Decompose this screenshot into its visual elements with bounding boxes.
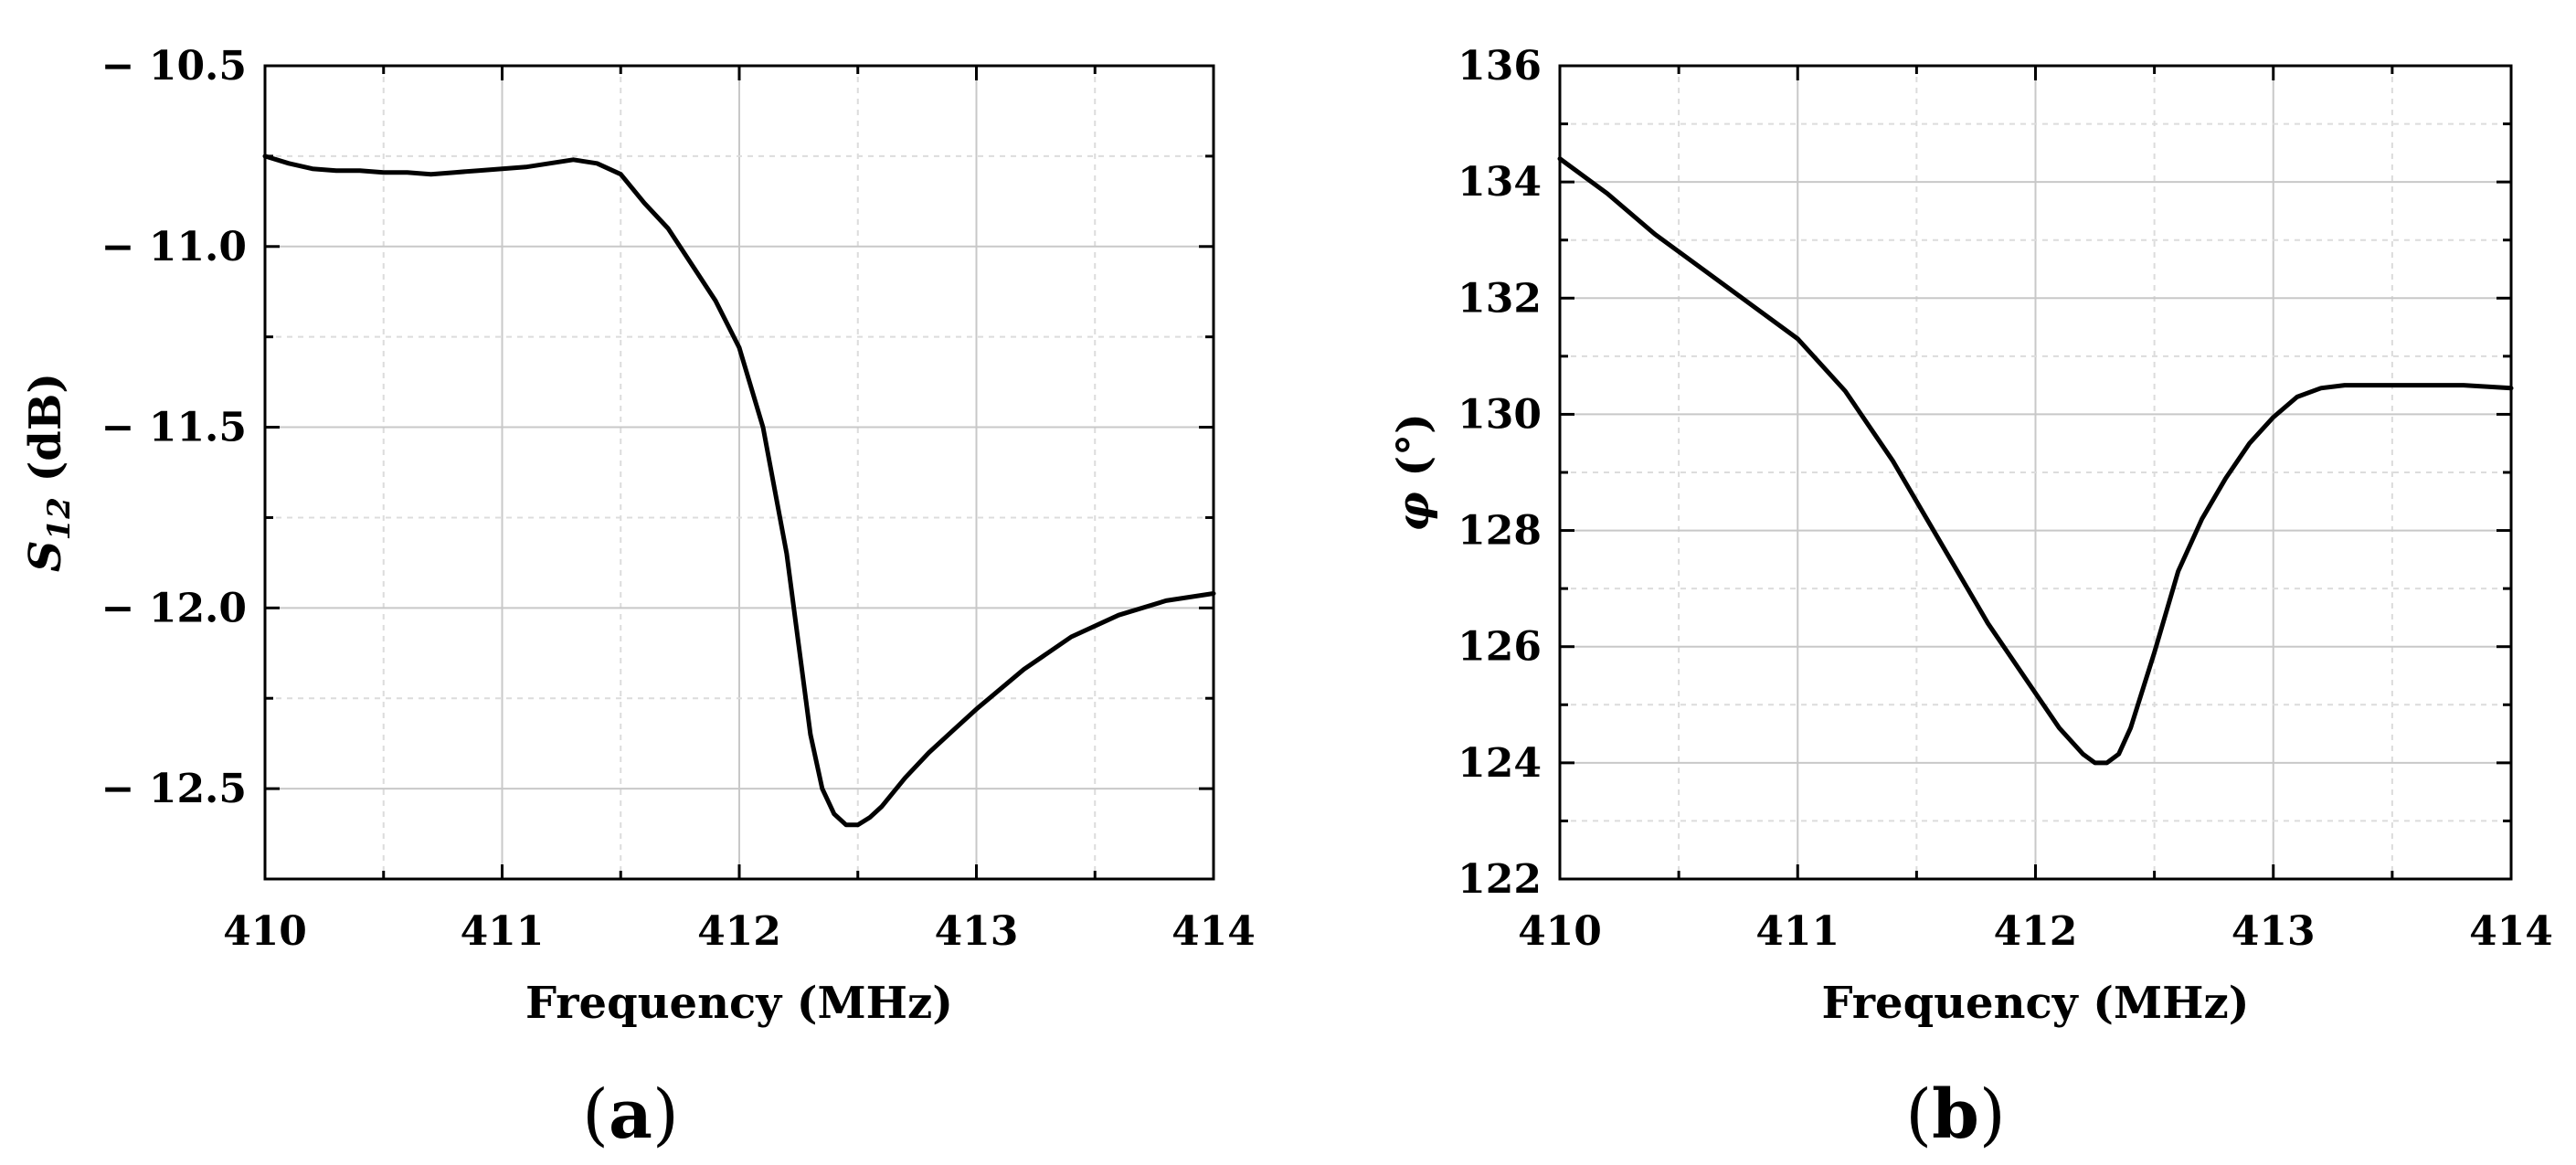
- y-axis-unit-b: (°): [1388, 413, 1439, 476]
- y-axis-subscript-a: 12: [41, 497, 78, 540]
- y-axis-title-a: S12 (dB): [20, 373, 78, 572]
- series-line-s12: [262, 154, 1216, 828]
- y-tick-label: − 12.0: [101, 585, 247, 631]
- y-tick-label: 134: [1458, 159, 1542, 206]
- panel-letter-a: a: [609, 1075, 652, 1154]
- panel-letter-b: b: [1932, 1075, 1979, 1154]
- x-tick-label: 414: [2469, 908, 2553, 955]
- y-tick-label: 122: [1458, 856, 1542, 903]
- grid-b: [1560, 66, 2511, 879]
- x-axis-title-b: Frequency (MHz): [1822, 978, 2250, 1029]
- plot-frame-b: [1558, 64, 2513, 881]
- tick-labels-b: 410 411 412 413 414 122 124 126 128 130 132 134 136: [1458, 43, 2553, 955]
- x-axis-title-a: Frequency (MHz): [525, 978, 953, 1029]
- grid-a: [265, 66, 1214, 879]
- y-tick-label: 128: [1458, 508, 1542, 555]
- panel-label-a: (a): [582, 1075, 679, 1154]
- y-axis-symbol-a: S: [20, 540, 71, 572]
- x-tick-label: 410: [223, 908, 307, 955]
- plot-frame-a: [263, 64, 1215, 881]
- x-tick-label: 413: [935, 908, 1019, 955]
- y-axis-unit-a: (dB): [20, 373, 71, 482]
- y-axis-symbol-b: φ: [1388, 492, 1439, 531]
- x-tick-label: 410: [1518, 908, 1602, 955]
- y-tick-label: − 10.5: [101, 43, 247, 90]
- x-tick-label: 412: [1994, 908, 2078, 955]
- tick-labels-a: 410 411 412 413 414 − 10.5 − 11.0 − 11.5 − 12.0 −…: [101, 43, 1256, 955]
- x-tick-label: 412: [697, 908, 781, 955]
- y-tick-label: 130: [1458, 391, 1542, 438]
- y-tick-label: − 11.0: [101, 224, 247, 270]
- chart-panel-b: 410 411 412 413 414122124126128130132134136 …: [1388, 43, 2553, 1154]
- panel-label-b: (b): [1905, 1075, 2006, 1154]
- x-tick-label: 411: [461, 908, 545, 955]
- x-tick-label: 413: [2231, 908, 2316, 955]
- series-line-phase: [1557, 156, 2514, 766]
- chart-panel-a: 410 411 412 413 414 − 10.5 − 11.0 − 11.5 − 12.0 −…: [20, 43, 1256, 1154]
- y-tick-label: 126: [1458, 624, 1542, 671]
- y-tick-label: 132: [1458, 275, 1542, 322]
- y-tick-label: 124: [1458, 740, 1542, 787]
- x-tick-label: 411: [1755, 908, 1839, 955]
- y-axis-title-b: φ (°): [1388, 413, 1439, 532]
- y-tick-label: 136: [1458, 43, 1542, 90]
- x-tick-label: 414: [1171, 908, 1256, 955]
- y-tick-label: − 12.5: [101, 766, 247, 812]
- y-tick-label: − 11.5: [101, 405, 247, 451]
